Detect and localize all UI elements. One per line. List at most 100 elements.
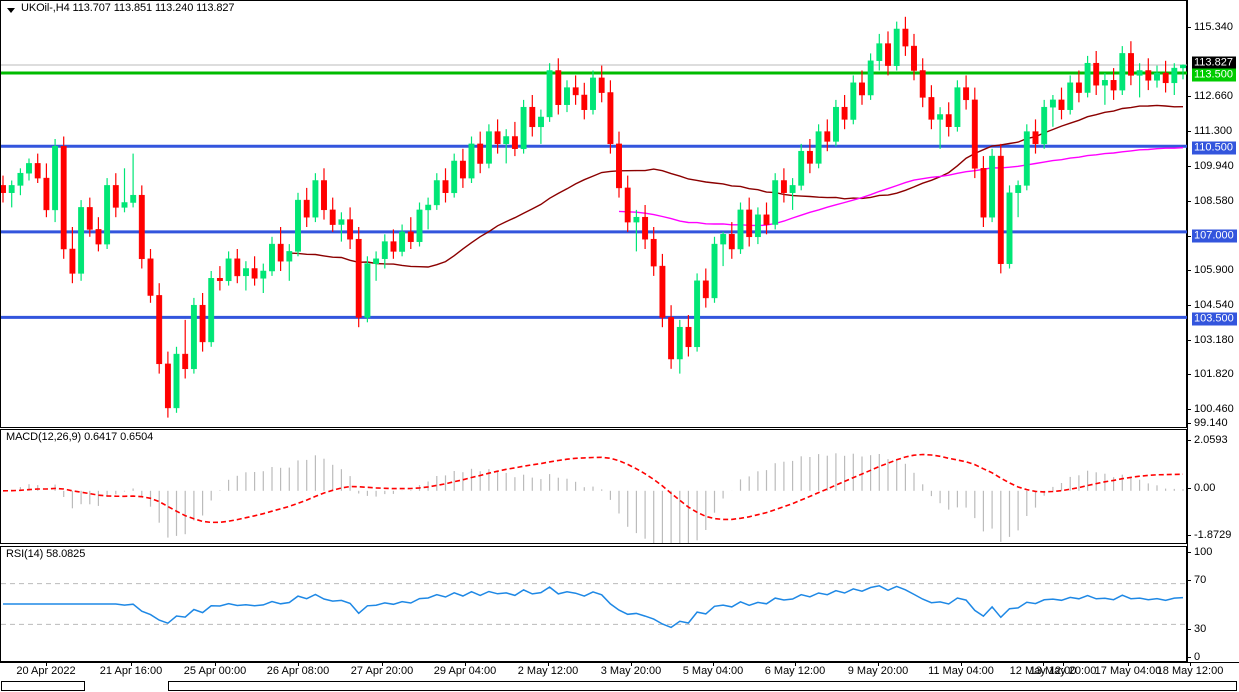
candle-bullish[interactable] <box>538 116 544 128</box>
price-badge-last-price[interactable]: 113.827 <box>1192 56 1236 70</box>
candle-bearish[interactable] <box>112 185 119 208</box>
chevron-down-icon[interactable] <box>7 8 15 13</box>
candle-bearish[interactable] <box>95 229 102 245</box>
candle-bullish[interactable] <box>546 70 553 118</box>
candle-bearish[interactable] <box>728 234 735 250</box>
price-plot-area[interactable] <box>1 1 1187 427</box>
candle-bearish[interactable] <box>459 160 466 179</box>
candle-bearish[interactable] <box>668 317 675 360</box>
candle-bullish[interactable] <box>468 143 475 179</box>
macd-plot-area[interactable] <box>1 430 1187 543</box>
candle-bearish[interactable] <box>885 43 891 66</box>
candle-bearish[interactable] <box>529 106 536 128</box>
candle-bullish[interactable] <box>1101 80 1108 86</box>
candle-bullish[interactable] <box>243 268 249 277</box>
candle-bullish[interactable] <box>416 209 423 242</box>
candle-bullish[interactable] <box>850 82 857 120</box>
price-axis[interactable]: 115.340112.660111.300109.940108.580107.2… <box>1187 0 1239 663</box>
candle-bullish[interactable] <box>433 180 440 206</box>
candle-bearish[interactable] <box>555 70 562 105</box>
candle-bearish[interactable] <box>598 77 605 93</box>
candle-bullish[interactable] <box>399 231 406 252</box>
candle-bullish[interactable] <box>208 278 215 343</box>
candle-bullish[interactable] <box>485 131 492 164</box>
candle-bullish[interactable] <box>1154 72 1160 81</box>
candle-bullish[interactable] <box>754 214 761 238</box>
candle-bullish[interactable] <box>425 204 432 211</box>
candle-bullish[interactable] <box>954 87 961 127</box>
candle-bullish[interactable] <box>26 163 32 174</box>
candle-bullish[interactable] <box>269 243 275 272</box>
candle-bullish[interactable] <box>1015 185 1022 193</box>
candle-bullish[interactable] <box>520 106 527 150</box>
candle-bearish[interactable] <box>43 177 50 211</box>
candle-bullish[interactable] <box>1180 64 1186 69</box>
candle-bullish[interactable] <box>867 60 874 96</box>
candle-bullish[interactable] <box>720 234 727 245</box>
candle-bearish[interactable] <box>1162 72 1169 84</box>
candle-bearish[interactable] <box>1075 82 1082 93</box>
candle-bullish[interactable] <box>590 77 596 110</box>
candle-bullish[interactable] <box>694 280 701 348</box>
candle-bullish[interactable] <box>876 43 883 61</box>
candle-bullish[interactable] <box>381 241 388 259</box>
candle-bearish[interactable] <box>806 150 813 164</box>
candle-bullish[interactable] <box>1049 99 1056 108</box>
candle-bullish[interactable] <box>364 263 371 318</box>
candle-bearish[interactable] <box>199 304 206 343</box>
candle-bearish[interactable] <box>971 99 978 169</box>
candle-bullish[interactable] <box>286 251 293 262</box>
candle-bullish[interactable] <box>1119 53 1126 91</box>
candle-bearish[interactable] <box>659 265 666 318</box>
candle-bullish[interactable] <box>711 243 718 299</box>
candle-bearish[interactable] <box>945 114 952 127</box>
candle-bearish[interactable] <box>911 45 917 71</box>
candle-bearish[interactable] <box>607 92 614 145</box>
candle-bearish[interactable] <box>182 353 189 370</box>
candle-bullish[interactable] <box>937 114 944 120</box>
candle-bearish[interactable] <box>980 168 987 218</box>
candle-bearish[interactable] <box>763 214 770 225</box>
candle-bullish[interactable] <box>338 219 345 225</box>
candle-bearish[interactable] <box>69 248 76 274</box>
candle-bearish[interactable] <box>997 155 1004 264</box>
candle-bearish[interactable] <box>824 131 831 142</box>
candle-bullish[interactable] <box>1136 70 1143 76</box>
candle-bearish[interactable] <box>511 136 518 149</box>
candle-bearish[interactable] <box>251 268 258 279</box>
candle-bearish[interactable] <box>1093 62 1100 86</box>
time-axis[interactable]: 20 Apr 2022 21 Apr 16:00 25 Apr 00:00 26 Ap… <box>0 662 1239 678</box>
candle-bearish[interactable] <box>919 70 926 98</box>
price-badge-support[interactable]: 103.500 <box>1192 312 1237 326</box>
candle-bullish[interactable] <box>173 353 180 409</box>
candle-bearish[interactable] <box>685 326 692 348</box>
candle-bullish[interactable] <box>373 258 380 264</box>
macd-indicator-panel[interactable]: MACD(12,26,9) 0.6417 0.6504 <box>0 429 1187 544</box>
candle-bullish[interactable] <box>1171 67 1178 84</box>
candle-bullish[interactable] <box>52 146 59 211</box>
candle-bullish[interactable] <box>312 180 319 218</box>
candle-bullish[interactable] <box>78 207 85 274</box>
candle-bearish[interactable] <box>34 163 41 179</box>
candle-bullish[interactable] <box>17 172 24 186</box>
candle-bullish[interactable] <box>260 270 267 279</box>
candle-bullish[interactable] <box>190 304 197 370</box>
price-chart-panel[interactable]: UKOil-,H4 113.707 113.851 113.240 113.82… <box>0 0 1187 428</box>
candle-bearish[interactable] <box>928 97 935 120</box>
candle-bearish[interactable] <box>746 209 753 238</box>
candle-bearish[interactable] <box>616 143 622 189</box>
candle-bullish[interactable] <box>121 202 128 208</box>
candle-bearish[interactable] <box>572 87 579 96</box>
candle-bearish[interactable] <box>321 180 327 211</box>
candle-bearish[interactable] <box>1058 99 1065 110</box>
candle-bullish[interactable] <box>633 216 640 223</box>
candle-bullish[interactable] <box>833 106 839 142</box>
candle-bullish[interactable] <box>8 185 15 193</box>
candle-bearish[interactable] <box>442 180 449 193</box>
candle-bearish[interactable] <box>234 258 241 277</box>
rsi-plot-area[interactable] <box>1 547 1187 661</box>
candle-bullish[interactable] <box>1084 62 1091 93</box>
candle-bullish[interactable] <box>737 209 744 250</box>
candle-bearish[interactable] <box>355 238 362 318</box>
candle-bullish[interactable] <box>789 185 796 193</box>
